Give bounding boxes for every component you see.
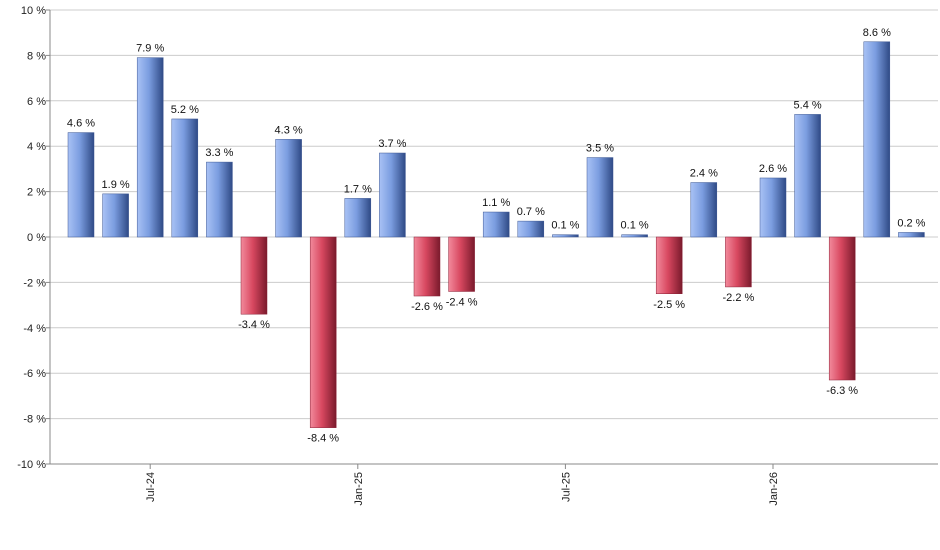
data-label: 1.9 % [102, 179, 130, 191]
data-label: 1.1 % [482, 197, 510, 209]
data-label: 3.7 % [378, 138, 406, 150]
y-tick-label: 8 % [27, 50, 46, 62]
x-tick-label: Jan-26 [768, 472, 780, 506]
bar [863, 41, 891, 238]
data-label: 3.3 % [205, 147, 233, 159]
bar [309, 236, 337, 428]
x-tick-label: Jan-25 [353, 472, 365, 506]
data-label: 0.2 % [897, 217, 925, 229]
bar [725, 236, 752, 288]
bar [275, 139, 302, 238]
data-label: 1.7 % [344, 183, 372, 195]
data-label: 0.1 % [621, 220, 649, 232]
bar [828, 236, 856, 381]
data-label: 7.9 % [136, 43, 164, 55]
data-label: 2.6 % [759, 163, 787, 175]
bar [67, 132, 95, 238]
bar [517, 220, 545, 238]
x-axis: Jul-24 Jan-25 Jul-25 Jan-26 [50, 463, 938, 506]
data-labels: 4.6 % 1.9 % 7.9 % 5.2 % 3.3 % -3.4 % 4.3 % -8.4… [67, 27, 926, 445]
bar [482, 211, 510, 238]
data-label: -2.6 % [411, 301, 443, 313]
y-tick-label: 0 % [27, 232, 46, 244]
y-tick-label: 10 % [21, 5, 46, 17]
bar [794, 114, 821, 238]
bar [240, 236, 268, 315]
bar [102, 193, 129, 238]
bar [586, 157, 614, 238]
y-tick-label: 2 % [27, 187, 46, 199]
y-axis: 10 % 8 % 6 % 4 % 2 % 0 % -2 % -4 % -6 % -8 % -10 % [17, 5, 51, 471]
data-label: 3.5 % [586, 143, 614, 155]
data-label: -2.4 % [446, 296, 478, 308]
y-tick-label: -2 % [23, 277, 46, 289]
bars [67, 41, 925, 428]
y-tick-label: -10 % [17, 459, 46, 471]
bar [171, 118, 199, 238]
y-tick-label: -6 % [23, 368, 46, 380]
data-label: 0.1 % [551, 220, 579, 232]
bar [655, 236, 683, 294]
data-label: -3.4 % [238, 319, 270, 331]
y-tick-label: -8 % [23, 414, 46, 426]
bar [344, 198, 372, 238]
x-tick-label: Jul-24 [145, 472, 157, 502]
data-label: 2.4 % [690, 168, 718, 180]
bar [898, 232, 925, 238]
y-tick-label: -4 % [23, 323, 46, 335]
data-label: -2.5 % [653, 299, 685, 311]
x-tick-label: Jul-25 [560, 472, 572, 502]
bar [136, 57, 164, 238]
bar [759, 177, 787, 238]
data-label: 8.6 % [863, 27, 891, 39]
data-label: -8.4 % [307, 433, 339, 445]
y-tick-label: 6 % [27, 96, 46, 108]
bar [206, 161, 233, 238]
data-label: 4.3 % [275, 124, 303, 136]
data-label: 0.7 % [517, 206, 545, 218]
bar [690, 182, 718, 238]
bar [379, 152, 406, 238]
bar [413, 236, 441, 297]
data-label: -6.3 % [826, 385, 858, 397]
data-label: 5.2 % [171, 104, 199, 116]
bar [621, 234, 648, 238]
bar [448, 236, 475, 292]
data-label: 4.6 % [67, 118, 95, 130]
data-label: 5.4 % [794, 99, 822, 111]
y-tick-label: 4 % [27, 141, 46, 153]
bar [552, 234, 579, 238]
data-label: -2.2 % [723, 292, 755, 304]
